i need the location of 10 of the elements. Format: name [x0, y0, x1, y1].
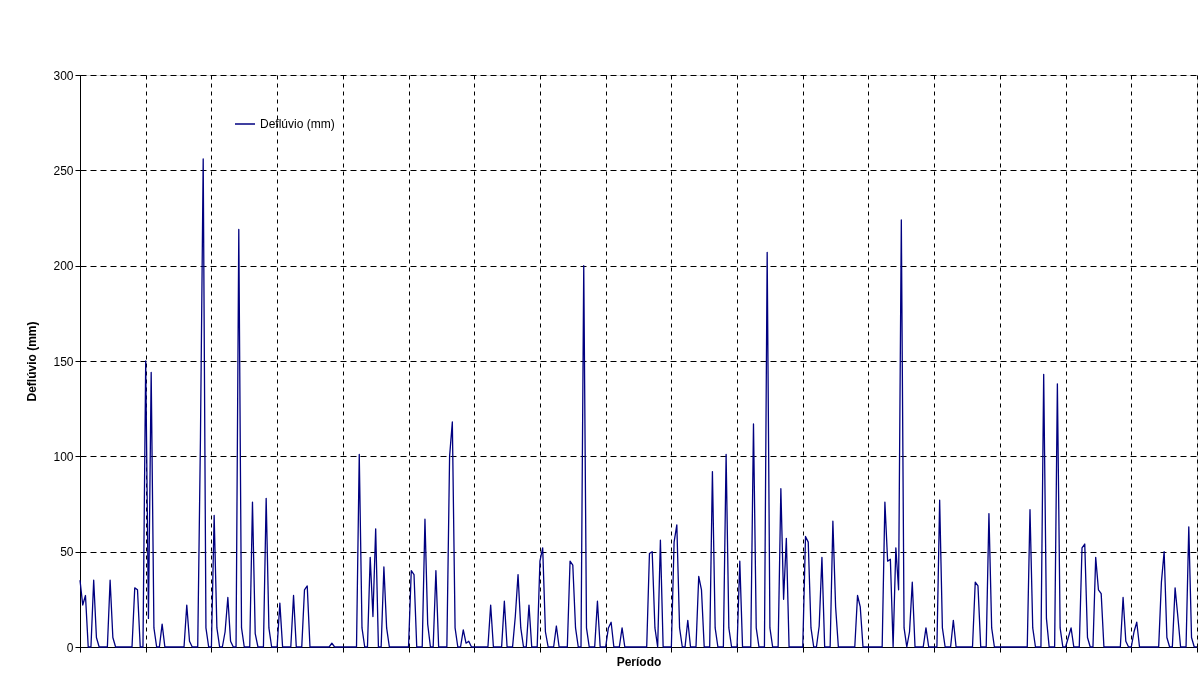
y-tick-label: 200	[53, 259, 74, 274]
y-tick-label: 300	[53, 68, 74, 83]
y-tick-label: 0	[66, 640, 74, 655]
y-tick-label: 150	[53, 354, 74, 369]
y-tick-label: 50	[60, 545, 74, 560]
y-tick-label: 250	[53, 163, 74, 178]
legend-label: Deflúvio (mm)	[260, 117, 335, 131]
y-tick-label: 100	[53, 449, 74, 464]
x-axis-title: Período	[616, 655, 662, 669]
y-axis-title: Deflúvio (mm)	[25, 321, 40, 402]
